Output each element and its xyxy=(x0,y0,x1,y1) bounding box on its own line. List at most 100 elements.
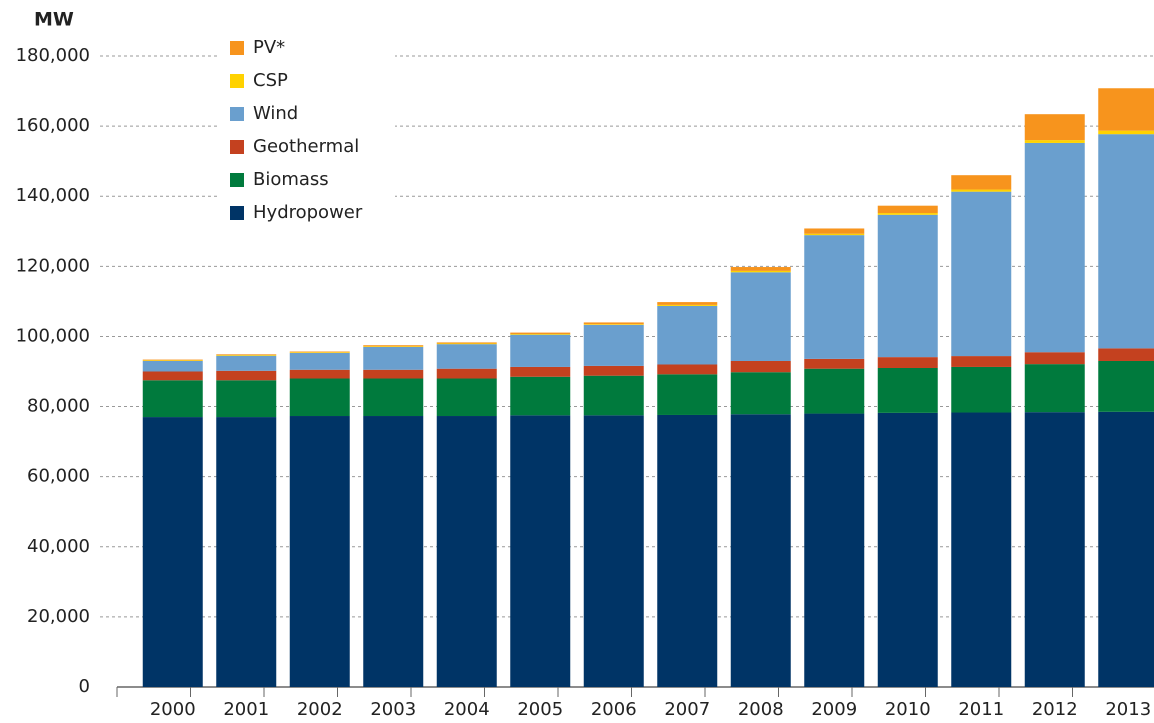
bar-segment xyxy=(142,359,203,361)
bar-segment xyxy=(657,305,718,365)
bar-segment xyxy=(289,352,350,370)
bar-segment xyxy=(289,351,350,353)
bar-segment xyxy=(510,366,571,377)
y-tick-label: 60,000 xyxy=(27,466,90,487)
bar-segment xyxy=(1024,352,1085,365)
bar-segment xyxy=(363,345,424,347)
bar-segment xyxy=(657,364,718,375)
bar-segment xyxy=(1098,134,1154,349)
bar-segment xyxy=(657,414,718,687)
legend-swatch xyxy=(230,173,244,187)
bar-segment xyxy=(804,358,865,369)
bar-segment xyxy=(216,380,277,418)
y-tick-label: 20,000 xyxy=(27,606,90,627)
bar-segment xyxy=(804,233,865,236)
bar-segment xyxy=(583,415,644,687)
bar-segment xyxy=(730,372,791,415)
bar-segment xyxy=(730,272,791,361)
bar-segment xyxy=(142,360,203,361)
bar-segment xyxy=(436,342,497,344)
legend-background xyxy=(220,34,395,232)
bar-segment xyxy=(289,369,350,379)
bar-segment xyxy=(583,365,644,376)
bar-segment xyxy=(877,357,938,368)
bar-segment xyxy=(1024,142,1085,353)
bar-segment xyxy=(804,228,865,234)
bar-segment xyxy=(510,376,571,416)
y-axis-label: MW xyxy=(34,9,74,31)
y-tick-label: 160,000 xyxy=(16,115,90,136)
legend-swatch xyxy=(230,107,244,121)
bar-segment xyxy=(1098,411,1154,687)
bar-segment xyxy=(216,354,277,356)
bar-segment xyxy=(951,356,1012,367)
x-tick-label: 2000 xyxy=(150,699,196,720)
legend-swatch xyxy=(230,206,244,220)
bar-segment xyxy=(1098,130,1154,135)
legend-swatch xyxy=(230,74,244,88)
legend-swatch xyxy=(230,140,244,154)
x-tick-label: 2001 xyxy=(223,699,269,720)
bar-segment xyxy=(216,355,277,356)
x-tick-label: 2008 xyxy=(738,699,784,720)
legend-swatch xyxy=(230,41,244,55)
y-tick-label: 0 xyxy=(79,676,90,697)
bar-segment xyxy=(583,322,644,325)
bar-segment xyxy=(877,412,938,687)
y-tick-label: 120,000 xyxy=(16,255,90,276)
bar-segment xyxy=(583,375,644,416)
bar-segment xyxy=(951,191,1012,357)
bar-segment xyxy=(363,369,424,379)
bar-segment xyxy=(1098,360,1154,412)
bar-segment xyxy=(1024,114,1085,141)
bar-segment xyxy=(877,367,938,413)
x-tick-label: 2004 xyxy=(444,699,490,720)
bar-segment xyxy=(363,378,424,417)
x-tick-label: 2013 xyxy=(1105,699,1151,720)
bar-segment xyxy=(804,235,865,359)
bar-segment xyxy=(363,346,424,347)
bar-segment xyxy=(657,302,718,305)
y-tick-label: 180,000 xyxy=(16,45,90,66)
y-tick-label: 100,000 xyxy=(16,325,90,346)
bar-segment xyxy=(877,213,938,215)
bar-segment xyxy=(436,378,497,417)
legend-label: Hydropower xyxy=(253,202,363,223)
bar-segment xyxy=(510,333,571,335)
bar-segment xyxy=(363,346,424,370)
bar-segment xyxy=(730,270,791,273)
bar-segment xyxy=(877,205,938,214)
bar-segment xyxy=(216,417,277,687)
bar-segment xyxy=(657,374,718,415)
bar-segment xyxy=(436,368,497,379)
bar-segment xyxy=(510,415,571,687)
legend-label: PV* xyxy=(253,37,285,58)
legend-label: Biomass xyxy=(253,169,329,190)
bar-segment xyxy=(730,267,791,271)
bar-segment xyxy=(804,368,865,414)
bar-segment xyxy=(216,355,277,371)
y-tick-label: 80,000 xyxy=(27,396,90,417)
bar-segment xyxy=(510,332,571,334)
bar-segment xyxy=(1024,412,1085,687)
legend-label: Geothermal xyxy=(253,136,359,157)
bar-segment xyxy=(510,334,571,367)
x-tick-label: 2011 xyxy=(958,699,1004,720)
x-tick-label: 2007 xyxy=(664,699,710,720)
x-tick-label: 2009 xyxy=(811,699,857,720)
x-tick-label: 2012 xyxy=(1032,699,1078,720)
bar-segment xyxy=(657,304,718,306)
bar-segment xyxy=(1024,364,1085,413)
x-tick-label: 2003 xyxy=(370,699,416,720)
legend-label: Wind xyxy=(253,103,298,124)
bar-segment xyxy=(289,416,350,687)
bar-segment xyxy=(216,370,277,381)
bar-segment xyxy=(289,378,350,417)
bar-segment xyxy=(583,324,644,366)
legend-label: CSP xyxy=(253,70,288,91)
bar-segment xyxy=(1024,140,1085,143)
bar-segment xyxy=(1098,348,1154,361)
bar-segment xyxy=(804,413,865,687)
bar-segment xyxy=(951,412,1012,687)
